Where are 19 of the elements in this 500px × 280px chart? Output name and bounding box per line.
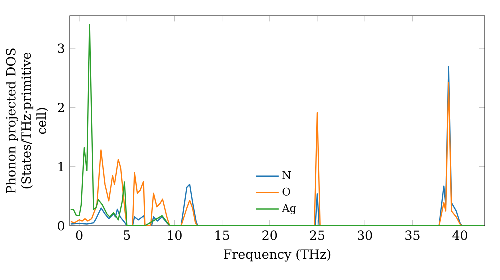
x-tick-label: 30 (358, 230, 372, 240)
x-tick-label: 0 (76, 230, 83, 240)
x-tick-label: 10 (168, 230, 182, 240)
legend-label: Ag (282, 204, 296, 214)
y-tick-label: 3 (58, 44, 64, 54)
legend-label: O (282, 188, 290, 196)
x-tick-label: 40 (452, 230, 468, 240)
x-axis-title: Frequency (THz) (224, 249, 331, 262)
y-tick-label: 0 (58, 221, 64, 231)
y-axis-title: Phonon projected DOS (States/THz·primitive cell) (6, 48, 48, 194)
x-tick-label: 15 (216, 230, 230, 240)
x-tick-label: 20 (262, 230, 278, 240)
legend-label: N (282, 171, 292, 180)
line-series (70, 24, 485, 226)
y-tick-label: 2 (58, 102, 64, 112)
x-tick-label: 5 (124, 230, 130, 240)
y-tick-label: 1 (58, 162, 64, 172)
x-tick-label: 35 (406, 230, 420, 240)
x-tick-label: 25 (310, 230, 325, 240)
